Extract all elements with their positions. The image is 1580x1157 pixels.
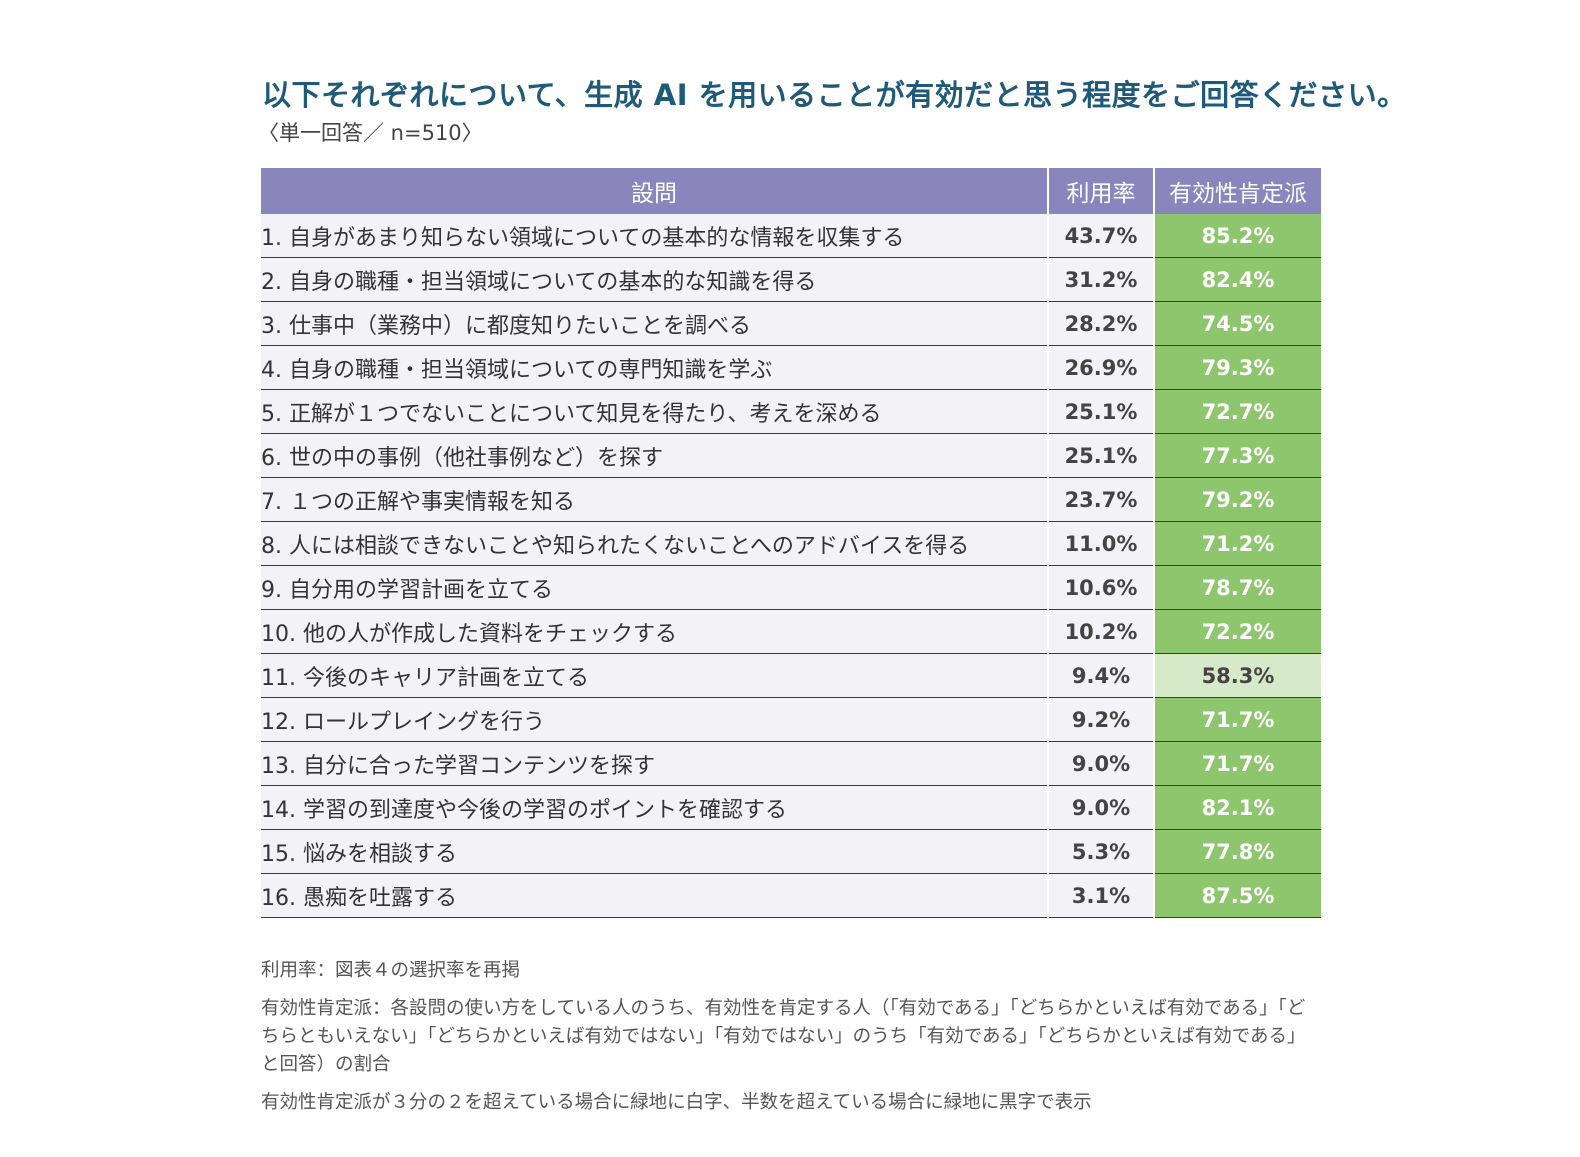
usage-rate-cell: 23.7% bbox=[1047, 477, 1154, 522]
table-row: 16. 愚痴を吐露する 3.1% 87.5% bbox=[261, 873, 1321, 918]
table-row: 8. 人には相談できないことや知られたくないことへのアドバイスを得る 11.0% 7… bbox=[261, 521, 1321, 566]
question-cell: 6. 世の中の事例（他社事例など）を探す bbox=[261, 433, 1048, 478]
column-header-effective: 有効性肯定派 bbox=[1153, 168, 1321, 214]
chart-subtitle: 〈単一回答／ n=510〉 bbox=[258, 121, 483, 145]
header-row: 設問 利用率 有効性肯定派 bbox=[261, 168, 1321, 214]
question-cell: 12. ロールプレイングを行う bbox=[261, 697, 1048, 742]
usage-rate-cell: 31.2% bbox=[1047, 257, 1154, 302]
usage-rate-cell: 9.0% bbox=[1047, 741, 1154, 786]
question-cell: 11. 今後のキャリア計画を立てる bbox=[261, 653, 1048, 698]
table-row: 15. 悩みを相談する 5.3% 77.8% bbox=[261, 829, 1321, 874]
table-row: 10. 他の人が作成した資料をチェックする 10.2% 72.2% bbox=[261, 609, 1321, 654]
table-row: 14. 学習の到達度や今後の学習のポイントを確認する 9.0% 82.1% bbox=[261, 785, 1321, 830]
question-cell: 15. 悩みを相談する bbox=[261, 829, 1048, 874]
effective-rate-cell: 87.5% bbox=[1153, 873, 1321, 918]
effective-rate-cell: 79.3% bbox=[1153, 345, 1321, 390]
footnote-effective-definition: 有効性肯定派：各設問の使い方をしている人のうち、有効性を肯定する人（「有効である… bbox=[261, 998, 1306, 1075]
chart-title: 以下それぞれについて、生成 AI を用いることが有効だと思う程度をご回答ください… bbox=[262, 78, 1407, 112]
question-cell: 3. 仕事中（業務中）に都度知りたいことを調べる bbox=[261, 301, 1048, 346]
usage-rate-cell: 5.3% bbox=[1047, 829, 1154, 874]
question-cell: 2. 自身の職種・担当領域についての基本的な知識を得る bbox=[261, 257, 1048, 302]
question-cell: 9. 自分用の学習計画を立てる bbox=[261, 565, 1048, 610]
table-row: 11. 今後のキャリア計画を立てる 9.4% 58.3% bbox=[261, 653, 1321, 698]
survey-table: 設問 利用率 有効性肯定派 1. 自身があまり知らない領域についての基本的な情報… bbox=[261, 168, 1321, 918]
effective-rate-cell: 71.2% bbox=[1153, 521, 1321, 566]
table-row: 7. １つの正解や事実情報を知る 23.7% 79.2% bbox=[261, 477, 1321, 522]
effective-rate-cell: 71.7% bbox=[1153, 697, 1321, 742]
table-row: 5. 正解が１つでないことについて知見を得たり、考えを深める 25.1% 72.7% bbox=[261, 389, 1321, 434]
table-row: 2. 自身の職種・担当領域についての基本的な知識を得る 31.2% 82.4% bbox=[261, 257, 1321, 302]
usage-rate-cell: 9.2% bbox=[1047, 697, 1154, 742]
question-cell: 4. 自身の職種・担当領域についての専門知識を学ぶ bbox=[261, 345, 1048, 390]
question-cell: 5. 正解が１つでないことについて知見を得たり、考えを深める bbox=[261, 389, 1048, 434]
usage-rate-cell: 11.0% bbox=[1047, 521, 1154, 566]
effective-rate-cell: 74.5% bbox=[1153, 301, 1321, 346]
footnote-usage: 利用率：図表４の選択率を再掲 bbox=[261, 960, 521, 981]
effective-rate-cell: 71.7% bbox=[1153, 741, 1321, 786]
effective-rate-cell: 85.2% bbox=[1153, 214, 1321, 258]
table-row: 6. 世の中の事例（他社事例など）を探す 25.1% 77.3% bbox=[261, 433, 1321, 478]
effective-rate-cell: 77.3% bbox=[1153, 433, 1321, 478]
footnotes: 利用率：図表４の選択率を再掲 有効性肯定派：各設問の使い方をしている人のうち、有… bbox=[261, 957, 1321, 1127]
question-cell: 8. 人には相談できないことや知られたくないことへのアドバイスを得る bbox=[261, 521, 1048, 566]
usage-rate-cell: 3.1% bbox=[1047, 873, 1154, 918]
effective-rate-cell: 82.4% bbox=[1153, 257, 1321, 302]
effective-rate-cell: 77.8% bbox=[1153, 829, 1321, 874]
usage-rate-cell: 9.4% bbox=[1047, 653, 1154, 698]
effective-rate-cell: 79.2% bbox=[1153, 477, 1321, 522]
usage-rate-cell: 9.0% bbox=[1047, 785, 1154, 830]
effective-rate-cell: 72.2% bbox=[1153, 609, 1321, 654]
usage-rate-cell: 10.2% bbox=[1047, 609, 1154, 654]
table-row: 4. 自身の職種・担当領域についての専門知識を学ぶ 26.9% 79.3% bbox=[261, 345, 1321, 390]
effective-rate-cell: 72.7% bbox=[1153, 389, 1321, 434]
effective-rate-cell: 82.1% bbox=[1153, 785, 1321, 830]
usage-rate-cell: 25.1% bbox=[1047, 433, 1154, 478]
table-body: 1. 自身があまり知らない領域についての基本的な情報を収集する 43.7% 85.2… bbox=[261, 214, 1321, 918]
column-header-question: 設問 bbox=[261, 168, 1048, 214]
table-row: 1. 自身があまり知らない領域についての基本的な情報を収集する 43.7% 85.2… bbox=[261, 214, 1321, 258]
question-cell: 16. 愚痴を吐露する bbox=[261, 873, 1048, 918]
table-row: 9. 自分用の学習計画を立てる 10.6% 78.7% bbox=[261, 565, 1321, 610]
effective-rate-cell: 58.3% bbox=[1153, 653, 1321, 698]
table-row: 12. ロールプレイングを行う 9.2% 71.7% bbox=[261, 697, 1321, 742]
column-header-usage: 利用率 bbox=[1047, 168, 1154, 214]
question-cell: 13. 自分に合った学習コンテンツを探す bbox=[261, 741, 1048, 786]
table-row: 13. 自分に合った学習コンテンツを探す 9.0% 71.7% bbox=[261, 741, 1321, 786]
usage-rate-cell: 28.2% bbox=[1047, 301, 1154, 346]
usage-rate-cell: 26.9% bbox=[1047, 345, 1154, 390]
footnote-color-legend: 有効性肯定派が３分の２を超えている場合に緑地に白字、半数を超えている場合に緑地に… bbox=[261, 1092, 1092, 1113]
question-cell: 7. １つの正解や事実情報を知る bbox=[261, 477, 1048, 522]
effective-rate-cell: 78.7% bbox=[1153, 565, 1321, 610]
usage-rate-cell: 25.1% bbox=[1047, 389, 1154, 434]
table-row: 3. 仕事中（業務中）に都度知りたいことを調べる 28.2% 74.5% bbox=[261, 301, 1321, 346]
question-cell: 10. 他の人が作成した資料をチェックする bbox=[261, 609, 1048, 654]
usage-rate-cell: 43.7% bbox=[1047, 214, 1154, 258]
usage-rate-cell: 10.6% bbox=[1047, 565, 1154, 610]
question-cell: 14. 学習の到達度や今後の学習のポイントを確認する bbox=[261, 785, 1048, 830]
question-cell: 1. 自身があまり知らない領域についての基本的な情報を収集する bbox=[261, 214, 1048, 258]
